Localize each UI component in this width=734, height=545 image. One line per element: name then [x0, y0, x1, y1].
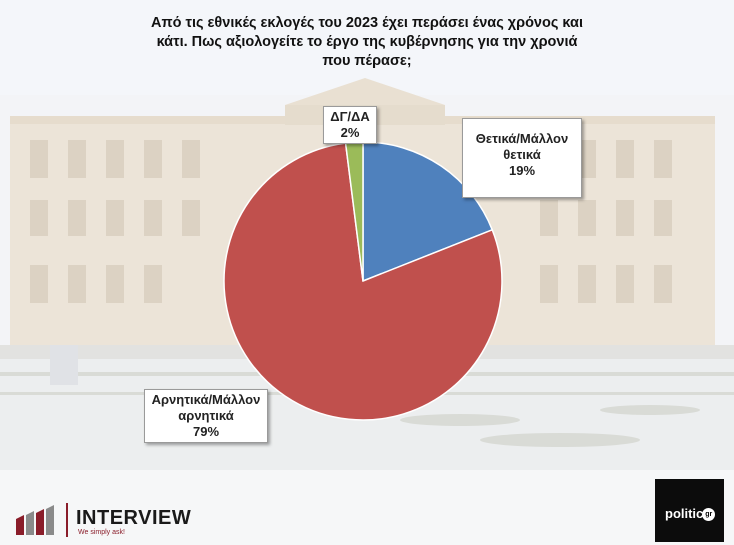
politic-logo-text: politic: [665, 506, 704, 521]
politic-logo: politic gr: [655, 479, 724, 542]
interview-logo-separator: [66, 503, 68, 537]
pie-slice-positive: [362, 141, 494, 283]
interview-logo-tagline: We simply ask!: [78, 529, 125, 536]
politic-logo-badge: gr: [702, 508, 716, 522]
chart-title: Από τις εθνικές εκλογές του 2023 έχει πε…: [151, 15, 583, 69]
slice-label-negative-value: 79%: [192, 424, 220, 439]
slice-label-positive: Θετικά/Μάλλον θετικά 19%: [462, 118, 582, 198]
slice-label-dk-name: ΔΓ/ΔΑ: [330, 109, 370, 124]
interview-logo-name: INTERVIEW: [76, 507, 192, 529]
slice-label-dk-value: 2%: [340, 125, 360, 140]
slice-label-positive-value: 19%: [508, 163, 536, 178]
slice-label-negative: Αρνητικά/Μάλλον αρνητικά 79%: [144, 389, 268, 443]
interview-bars-icon: [16, 505, 54, 535]
slice-label-positive-name: Θετικά/Μάλλον θετικά: [475, 131, 569, 162]
slice-label-negative-name: Αρνητικά/Μάλλον αρνητικά: [151, 392, 261, 423]
slice-label-dk: ΔΓ/ΔΑ 2%: [323, 106, 377, 144]
pie-slice-negative: [223, 142, 503, 421]
